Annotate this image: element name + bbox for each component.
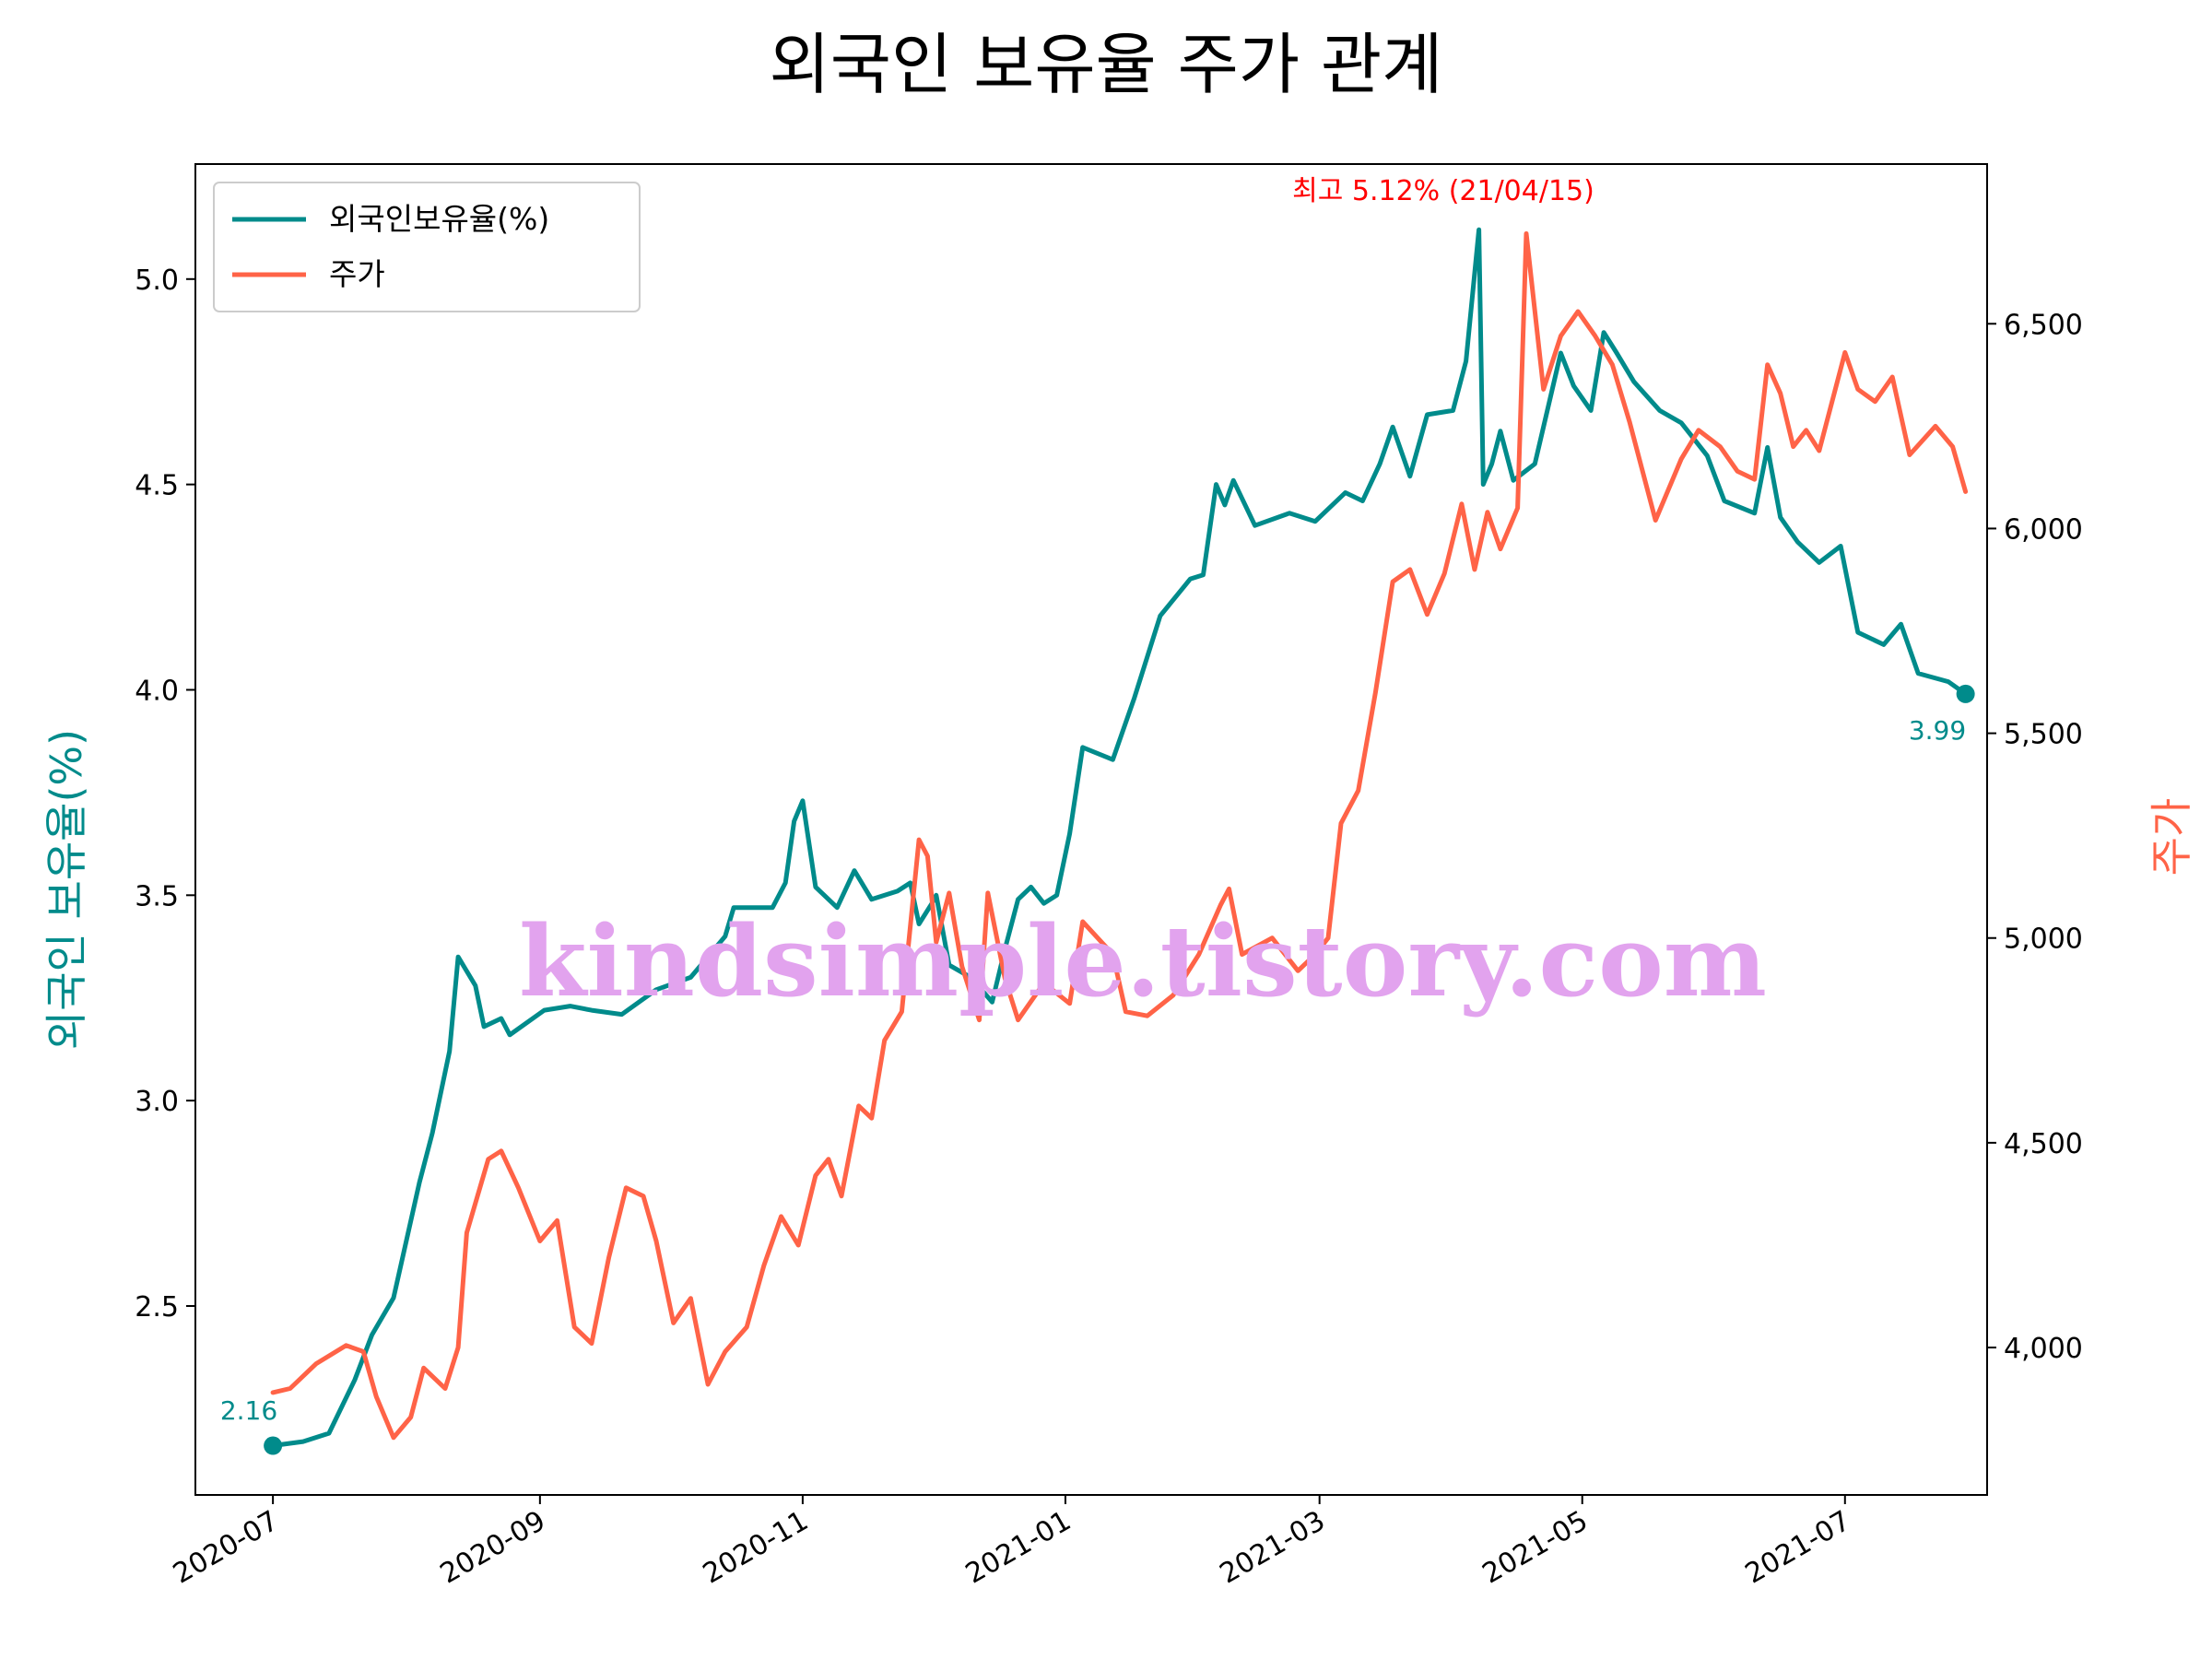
y-tick-label-right: 5,000 bbox=[2004, 924, 2083, 956]
y-tick-label-right: 6,000 bbox=[2004, 513, 2083, 546]
y-tick-label-right: 6,500 bbox=[2004, 309, 2083, 341]
y-tick-label-right: 4,000 bbox=[2004, 1333, 2083, 1365]
end-value-label: 3.99 bbox=[1909, 715, 1966, 746]
start-value-label: 2.16 bbox=[220, 1395, 277, 1426]
y-tick-label-left: 4.5 bbox=[135, 470, 179, 502]
x-tick-label: 2021-03 bbox=[1215, 1505, 1331, 1591]
plot-frame bbox=[194, 163, 1988, 1496]
y-tick-label-left: 3.5 bbox=[135, 880, 179, 912]
series-line-stock-price bbox=[270, 231, 1969, 1441]
legend-label: 외국인보유율(%) bbox=[329, 201, 549, 237]
y-tick-label-left: 4.0 bbox=[135, 675, 179, 707]
end-point-marker bbox=[1956, 684, 1975, 703]
series-line-foreign-ownership bbox=[270, 227, 1969, 1448]
y-tick-label-right: 4,500 bbox=[2004, 1128, 2083, 1160]
x-tick-label: 2021-05 bbox=[1477, 1505, 1594, 1591]
legend-label: 주가 bbox=[329, 256, 385, 292]
legend: 외국인보유율(%) 주가 bbox=[213, 182, 641, 312]
watermark: kindsimple.tistory.com bbox=[519, 903, 1767, 1018]
x-tick-label: 2021-01 bbox=[960, 1505, 1077, 1591]
y-tick-label-left: 2.5 bbox=[135, 1291, 179, 1324]
plot-area: 2.5 3.0 3.5 4.0 4.5 5.0 4,000 4,500 5,000 5,500 6,… bbox=[135, 163, 2083, 1591]
y-tick-label-right: 5,500 bbox=[2004, 719, 2083, 751]
y-axis-label-left: 외국인 보유율(%) bbox=[41, 729, 91, 1050]
start-point-marker bbox=[264, 1436, 283, 1455]
x-tick-label: 2021-07 bbox=[1740, 1505, 1856, 1591]
y-tick-label-left: 3.0 bbox=[135, 1086, 179, 1118]
x-tick-label: 2020-09 bbox=[435, 1505, 551, 1591]
x-tick-label: 2020-07 bbox=[168, 1505, 284, 1591]
peak-annotation: 최고 5.12% (21/04/15) bbox=[1292, 175, 1594, 207]
y-tick-label-left: 5.0 bbox=[135, 265, 179, 297]
legend-box bbox=[213, 182, 641, 312]
chart-title: 외국인 보유율 주가 관계 bbox=[769, 26, 1442, 103]
x-tick-label: 2020-11 bbox=[698, 1505, 814, 1591]
y-axis-label-right: 주가 bbox=[2147, 798, 2196, 877]
